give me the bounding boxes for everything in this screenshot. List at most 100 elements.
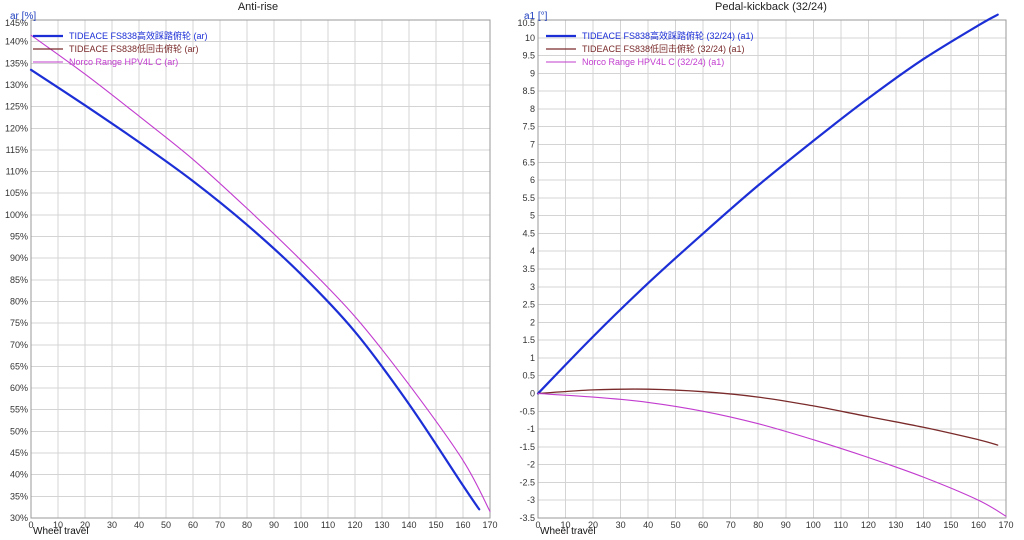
y-tick-label: 80%: [10, 296, 28, 306]
y-tick-label: 7.5: [522, 122, 535, 132]
series-line-1: [29, 68, 481, 511]
y-tick-label: 5.5: [522, 193, 535, 203]
y-tick-label: -0.5: [519, 406, 535, 416]
x-tick-label: 60: [698, 520, 708, 530]
x-tick-label: 10: [53, 520, 63, 530]
y-tick-label: 7: [530, 140, 535, 150]
x-tick-label: 90: [269, 520, 279, 530]
x-tick-label: 0: [28, 520, 33, 530]
y-tick-label: 115%: [6, 145, 28, 155]
plot-frame: [537, 19, 1007, 519]
x-tick-label: 160: [971, 520, 986, 530]
x-axis-label: Wheel travel: [540, 526, 596, 537]
x-tick-label: 20: [588, 520, 598, 530]
y-tick-label: 105%: [5, 188, 28, 198]
x-tick-label: 30: [107, 520, 117, 530]
y-tick-label: -3.5: [519, 513, 535, 523]
legend: TIDEACE FS838高效踩踏俯轮 (ar) TIDEACE FS838低回击…: [33, 30, 208, 67]
y-tick-label: 45%: [10, 448, 28, 458]
y-tick-label: 110%: [6, 167, 28, 177]
y-tick-label: 125%: [5, 102, 28, 112]
y-tick-label: -3: [527, 495, 535, 505]
y-tick-label: 3.5: [522, 264, 535, 274]
y-tick-label: 120%: [5, 123, 28, 133]
x-tick-label: 130: [374, 520, 389, 530]
y-tick-label: 3: [530, 282, 535, 292]
x-tick-label: 140: [916, 520, 931, 530]
y-tick-label: 135%: [5, 58, 28, 68]
y-tick-label: 9: [530, 68, 535, 78]
y-tick-label: 60%: [10, 383, 28, 393]
y-axis-label: a1 [°]: [524, 11, 548, 22]
y-tick-label: 55%: [10, 405, 28, 415]
x-tick-label: 170: [482, 520, 497, 530]
x-tick-label: 80: [753, 520, 763, 530]
chart-title: Pedal-kickback (32/24): [715, 1, 827, 13]
y-tick-label: 35%: [10, 491, 28, 501]
right-chart: Pedal-kickback (32/24) a1 [°] -3.5 -3 -2.5 -2…: [517, 1, 1013, 537]
legend-label: Norco Range HPV4L C (32/24) (a1): [582, 57, 724, 67]
y-tick-label: 1: [530, 353, 535, 363]
y-tick-label: 1.5: [522, 335, 535, 345]
y-tick-label: 8.5: [522, 86, 535, 96]
y-tick-label: 6.5: [522, 157, 535, 167]
x-axis-label: Wheel travel: [33, 526, 89, 537]
y-tick-label: 4.5: [522, 228, 535, 238]
y-tick-label: 30%: [10, 513, 28, 523]
y-axis-label: ar [%]: [10, 11, 36, 22]
y-tick-label: 8: [530, 104, 535, 114]
x-tick-label: 60: [188, 520, 198, 530]
x-tick-label: 70: [726, 520, 736, 530]
series-line-2: [537, 388, 999, 446]
x-tick-label: 50: [671, 520, 681, 530]
y-tick-label: 4: [530, 246, 535, 256]
x-tick-label: 30: [616, 520, 626, 530]
y-tick-label: 130%: [5, 80, 28, 90]
y-tick-label: 140%: [5, 37, 28, 47]
y-tick-label: 10: [525, 33, 535, 43]
legend-label: TIDEACE FS838低回击俯轮 (ar): [69, 43, 199, 54]
y-tick-label: -1: [527, 424, 535, 434]
series-line-3: [30, 34, 491, 513]
chart-title: Anti-rise: [238, 1, 278, 13]
x-tick-label: 100: [293, 520, 308, 530]
legend: TIDEACE FS838高效踩踏俯轮 (32/24) (a1) TIDEACE …: [546, 30, 754, 67]
y-tick-label: 50%: [10, 426, 28, 436]
legend-label: TIDEACE FS838高效踩踏俯轮 (ar): [69, 30, 208, 41]
y-tick-label: -1.5: [519, 442, 535, 452]
x-tick-label: 0: [535, 520, 540, 530]
x-tick-label: 170: [998, 520, 1013, 530]
y-tick-label: 2: [530, 317, 535, 327]
x-tick-label: 90: [781, 520, 791, 530]
series-line-1: [536, 13, 999, 395]
x-tick-label: 110: [834, 520, 848, 530]
x-tick-label: 70: [215, 520, 225, 530]
y-tick-label: 2.5: [522, 300, 535, 310]
y-tick-label: 100%: [5, 210, 28, 220]
y-tick-label: 75%: [10, 318, 28, 328]
y-tick-label: 5: [530, 211, 535, 221]
x-tick-label: 150: [943, 520, 958, 530]
y-tick-label: 0.5: [522, 371, 535, 381]
x-tick-label: 120: [347, 520, 362, 530]
x-tick-label: 120: [861, 520, 876, 530]
y-tick-label: 95%: [10, 232, 28, 242]
x-tick-label: 40: [643, 520, 653, 530]
x-tick-label: 140: [401, 520, 416, 530]
y-tick-label: 70%: [10, 340, 28, 350]
x-tick-label: 160: [455, 520, 470, 530]
y-tick-label: 10.5: [517, 18, 535, 28]
series-line-3: [537, 392, 1007, 517]
plot-frame: [30, 19, 491, 519]
legend-label: Norco Range HPV4L C (ar): [69, 57, 178, 67]
x-tick-label: 10: [561, 520, 571, 530]
x-tick-label: 50: [161, 520, 171, 530]
y-tick-label: 85%: [10, 275, 28, 285]
left-chart: Anti-rise ar [%] 30% 35% 40% 45% 50% 55% 60% 65% 7…: [5, 1, 498, 537]
y-tick-label: 6: [530, 175, 535, 185]
y-tick-label: 40%: [10, 470, 28, 480]
x-tick-label: 100: [806, 520, 821, 530]
y-tick-label: 9.5: [522, 51, 535, 61]
x-tick-label: 80: [242, 520, 252, 530]
